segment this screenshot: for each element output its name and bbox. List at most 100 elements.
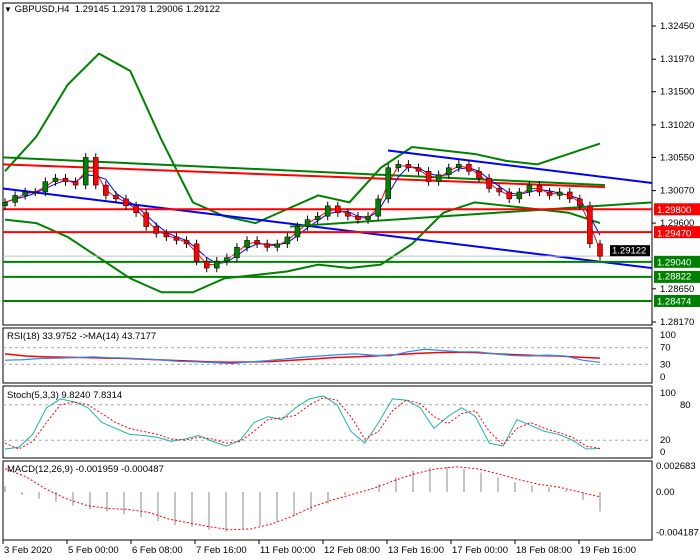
candle-body	[214, 260, 220, 269]
rsi-title: RSI(18) 33.9752 ->MA(14) 43.7177	[7, 331, 157, 342]
candle-body	[375, 198, 381, 217]
candle-body	[173, 236, 180, 241]
candle-body	[113, 195, 119, 200]
candle-body	[133, 205, 139, 213]
time-tick-label: 3 Feb 2020	[4, 545, 52, 556]
candle-body	[93, 157, 99, 186]
macd-tick-label: 0.00	[656, 487, 675, 498]
long-ma-green	[2, 156, 606, 187]
candle-body	[274, 243, 281, 248]
time-tick-label: 19 Feb 16:00	[580, 545, 636, 556]
candle-body	[345, 212, 351, 217]
panel-frame-2	[2, 385, 653, 459]
candle-body	[193, 243, 200, 262]
candle-body	[32, 191, 39, 194]
long-ma-red	[2, 163, 606, 189]
candle-body	[456, 164, 462, 169]
candle-body	[82, 157, 89, 186]
candle-body	[435, 174, 442, 182]
candle-body	[536, 184, 543, 193]
candle-body	[566, 191, 573, 200]
candle-body	[577, 198, 583, 207]
macd-title: MACD(12,26,9) -0.001959 -0.000487	[7, 464, 164, 475]
dropdown-triangle-icon[interactable]: ▼	[4, 5, 12, 14]
candle-body	[415, 167, 422, 172]
candle-body	[264, 243, 270, 248]
macd-tick-label: -0.004187	[656, 528, 699, 539]
candle-body	[314, 215, 321, 220]
macd-signal-line	[4, 466, 601, 531]
candle-body	[506, 191, 512, 200]
candle-body	[486, 177, 492, 189]
candle-body	[153, 226, 160, 234]
level-price-badge	[654, 203, 700, 216]
candle-body	[597, 243, 603, 257]
candle-body	[526, 184, 533, 193]
rsi-line	[4, 348, 601, 365]
last-price-label: 1.29122	[612, 246, 646, 257]
candle-body	[476, 170, 482, 179]
level-price-badge	[654, 294, 700, 307]
candle-body	[224, 257, 230, 262]
level-price-label: 1.29470	[657, 229, 691, 240]
level-price-badge	[654, 255, 700, 268]
candle-body	[244, 240, 250, 248]
candle-body	[516, 191, 523, 200]
rsi-tick-label: 0	[660, 372, 665, 383]
price-tick-label: 1.28650	[660, 284, 694, 295]
candle-body	[143, 212, 149, 227]
candle-body	[445, 167, 452, 175]
candle-body	[304, 219, 311, 227]
chart-header: ▼ GBPUSD,H4 1.29145 1.29178 1.29006 1.29…	[4, 4, 220, 15]
candle-body	[254, 240, 260, 245]
time-tick-label: 13 Feb 16:00	[388, 545, 444, 556]
level-price-badge	[654, 270, 700, 283]
time-tick-label: 18 Feb 08:00	[516, 545, 572, 556]
candle-body	[425, 170, 432, 182]
time-tick-label: 11 Feb 00:00	[260, 545, 315, 556]
price-tick-label: 1.31970	[660, 54, 694, 65]
candle-body	[496, 188, 502, 193]
upper-trendline	[387, 149, 653, 184]
candle-body	[22, 191, 28, 196]
time-tick-label: 7 Feb 16:00	[196, 545, 247, 556]
macd-tick-label: 0.002683	[656, 461, 696, 472]
level-price-label: 1.29040	[657, 257, 691, 268]
price-tick-label: 1.31020	[660, 120, 694, 131]
candle-body	[365, 215, 371, 220]
candle-body	[163, 233, 170, 238]
price-tick-label: 1.30070	[660, 186, 694, 197]
candle-body	[324, 205, 331, 217]
panel-frame-0	[2, 2, 653, 326]
symbol-label: GBPUSD,H4	[14, 4, 70, 15]
candle-body	[103, 184, 109, 196]
rsi-tick-label: 30	[660, 359, 671, 370]
level-price-badge	[654, 226, 700, 239]
price-tick-label: 1.29600	[660, 218, 694, 229]
stoch-tick-label: 0	[660, 447, 665, 458]
time-tick-label: 12 Feb 08:00	[324, 545, 380, 556]
candle-body	[556, 191, 563, 196]
stoch-signal-line	[4, 397, 601, 450]
price-tick-label: 1.31500	[660, 87, 694, 98]
candle-body	[203, 260, 210, 269]
candle-body	[2, 202, 8, 207]
candle-body	[385, 167, 391, 200]
price-tick-label: 1.30550	[660, 152, 694, 163]
level-price-label: 1.28822	[657, 271, 691, 282]
stoch-tick-label: 20	[660, 435, 671, 446]
candle-body	[72, 181, 79, 186]
price-tick-label: 1.28170	[660, 317, 694, 328]
candle-body	[546, 191, 553, 196]
candle-body	[123, 198, 129, 207]
candle-body	[52, 177, 59, 182]
candle-body	[587, 205, 593, 245]
stoch-main-line	[4, 395, 601, 450]
stoch-tick-label: 100	[660, 388, 676, 399]
candle-body	[42, 181, 49, 193]
candle-body	[355, 215, 361, 220]
candle-body	[335, 205, 341, 213]
time-tick-label: 6 Feb 08:00	[132, 545, 183, 556]
